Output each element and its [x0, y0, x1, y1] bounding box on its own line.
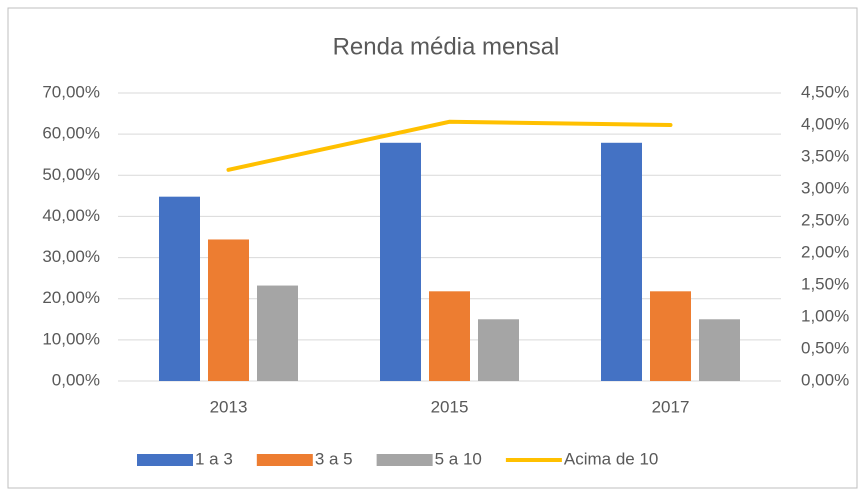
bar: [478, 319, 519, 381]
bar: [208, 239, 249, 381]
y-tick-label: 70,00%: [42, 82, 100, 101]
bar: [429, 291, 470, 381]
chart-border: [7, 7, 858, 489]
legend-swatch: [256, 454, 313, 466]
bar: [159, 196, 200, 381]
y-tick-label: 0,00%: [52, 370, 100, 389]
legend-label: 3 a 5: [315, 449, 353, 468]
chart-title: Renda média mensal: [333, 33, 560, 60]
y2-tick-label: 4,50%: [801, 82, 849, 101]
y-tick-label: 10,00%: [42, 329, 100, 348]
y-tick-label: 50,00%: [42, 165, 100, 184]
bar: [650, 291, 691, 381]
bar: [257, 285, 298, 381]
y2-tick-label: 3,50%: [801, 146, 849, 165]
y-tick-label: 40,00%: [42, 206, 100, 225]
line: [226, 119, 673, 172]
y2-tick-label: 4,00%: [801, 114, 849, 133]
y2-tick-label: 3,00%: [801, 178, 849, 197]
legend-label: Acima de 10: [564, 449, 659, 468]
x-tick-label: 2013: [210, 397, 248, 416]
y2-tick-label: 1,50%: [801, 274, 849, 293]
y2-tick-label: 1,00%: [801, 306, 849, 325]
y2-tick-label: 0,00%: [801, 370, 849, 389]
legend-label: 1 a 3: [195, 449, 233, 468]
legend-swatch: [137, 454, 193, 466]
y-tick-label: 20,00%: [42, 288, 100, 307]
bar: [380, 142, 421, 381]
x-tick-label: 2015: [431, 397, 469, 416]
y2-tick-label: 2,50%: [801, 210, 849, 229]
y-tick-label: 60,00%: [42, 124, 100, 143]
y2-tick-label: 2,00%: [801, 242, 849, 261]
x-tick-label: 2017: [652, 397, 690, 416]
y-tick-label: 30,00%: [42, 247, 100, 266]
bar: [601, 142, 642, 381]
bar: [699, 319, 740, 381]
legend-label: 5 a 10: [435, 449, 482, 468]
legend-swatch: [376, 454, 433, 466]
y2-tick-label: 0,50%: [801, 338, 849, 357]
